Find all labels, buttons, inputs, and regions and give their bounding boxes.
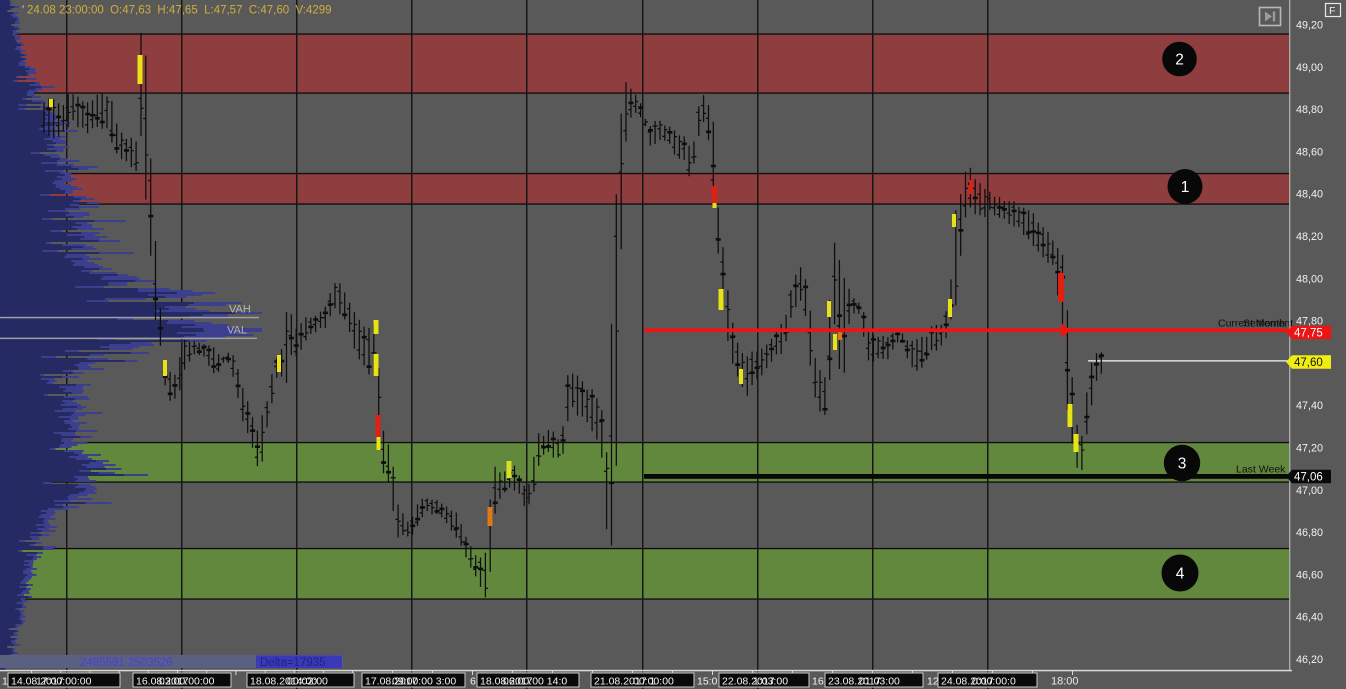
svg-text:18.08.2014:00: 18.08.2014:00 xyxy=(250,676,317,688)
svg-text:12: 12 xyxy=(927,676,939,688)
svg-text:2485591 2503526: 2485591 2503526 xyxy=(80,657,173,669)
svg-text:1: 1 xyxy=(1181,179,1190,196)
svg-text:47,60: 47,60 xyxy=(1294,357,1323,369)
svg-text:23.08.2017: 23.08.2017 xyxy=(828,676,881,688)
svg-text:24.08.2017: 24.08.2017 xyxy=(941,676,994,688)
svg-text:46,60: 46,60 xyxy=(1296,569,1323,581)
svg-text:1:: 1: xyxy=(2,676,11,688)
svg-text:F: F xyxy=(1329,5,1335,17)
svg-text:47,80: 47,80 xyxy=(1296,316,1323,328)
svg-text:Settlement: Settlement xyxy=(1243,318,1293,330)
svg-text:48,00: 48,00 xyxy=(1296,273,1323,285)
svg-text:Current Month: Current Month xyxy=(1218,318,1285,330)
svg-text:0:00:00:0: 0:00:00:0 xyxy=(972,676,1016,688)
svg-text:VAH: VAH xyxy=(229,304,251,316)
svg-text:09:00:00 3:00: 09:00:00 3:00 xyxy=(392,676,456,688)
svg-text:2: 2 xyxy=(1175,52,1184,69)
svg-text:48,20: 48,20 xyxy=(1296,231,1323,243)
svg-text:16.08.2017: 16.08.2017 xyxy=(136,676,189,688)
svg-text:48,40: 48,40 xyxy=(1296,189,1323,201)
svg-text:48,80: 48,80 xyxy=(1296,104,1323,116)
svg-text:46,40: 46,40 xyxy=(1296,612,1323,624)
svg-text:24.08 23:00:00 O:47,63 H:47,: 24.08 23:00:00 O:47,63 H:47,65 L:47,57 C… xyxy=(27,5,332,17)
svg-text:00:00:00: 00:00:00 xyxy=(633,676,674,688)
svg-text:03:00:00:00: 03:00:00:00 xyxy=(159,676,215,688)
svg-text:1:03:00: 1:03:00 xyxy=(753,676,788,688)
svg-text:17.08.2017: 17.08.2017 xyxy=(365,676,418,688)
svg-text:47,40: 47,40 xyxy=(1296,400,1323,412)
svg-text:47,00: 47,00 xyxy=(1296,485,1323,497)
svg-text:47,06: 47,06 xyxy=(1294,472,1323,484)
svg-text:14.08.2017: 14.08.2017 xyxy=(11,676,64,688)
svg-text:18.08.2017: 18.08.2017 xyxy=(480,676,533,688)
svg-text:15:0: 15:0 xyxy=(697,676,718,688)
svg-text:4: 4 xyxy=(1176,566,1185,583)
svg-text:′: ′ xyxy=(22,4,24,16)
svg-text:16: 16 xyxy=(812,676,824,688)
svg-text:06:00:00 14:0: 06:00:00 14:0 xyxy=(503,676,567,688)
svg-text:VAL: VAL xyxy=(227,325,247,337)
svg-text:46,80: 46,80 xyxy=(1296,527,1323,539)
svg-text:Delta=17935: Delta=17935 xyxy=(260,657,326,669)
svg-text:17:00:00:00: 17:00:00:00 xyxy=(36,676,92,688)
svg-text:49,20: 49,20 xyxy=(1296,20,1323,32)
svg-text:3: 3 xyxy=(1178,456,1187,473)
svg-text:18:00: 18:00 xyxy=(1051,676,1079,688)
svg-text:22.08.2017: 22.08.2017 xyxy=(722,676,775,688)
svg-text:Last Week: Last Week xyxy=(1236,464,1286,476)
svg-text:46,20: 46,20 xyxy=(1296,654,1323,666)
svg-text:47,20: 47,20 xyxy=(1296,443,1323,455)
svg-text:48,60: 48,60 xyxy=(1296,146,1323,158)
svg-text:00:02:00: 00:02:00 xyxy=(287,676,328,688)
svg-text:01:03:00: 01:03:00 xyxy=(859,676,900,688)
svg-text:49,00: 49,00 xyxy=(1296,62,1323,74)
svg-text:21.08.2017 1: 21.08.2017 1 xyxy=(594,676,655,688)
svg-text:47,75: 47,75 xyxy=(1294,328,1323,340)
